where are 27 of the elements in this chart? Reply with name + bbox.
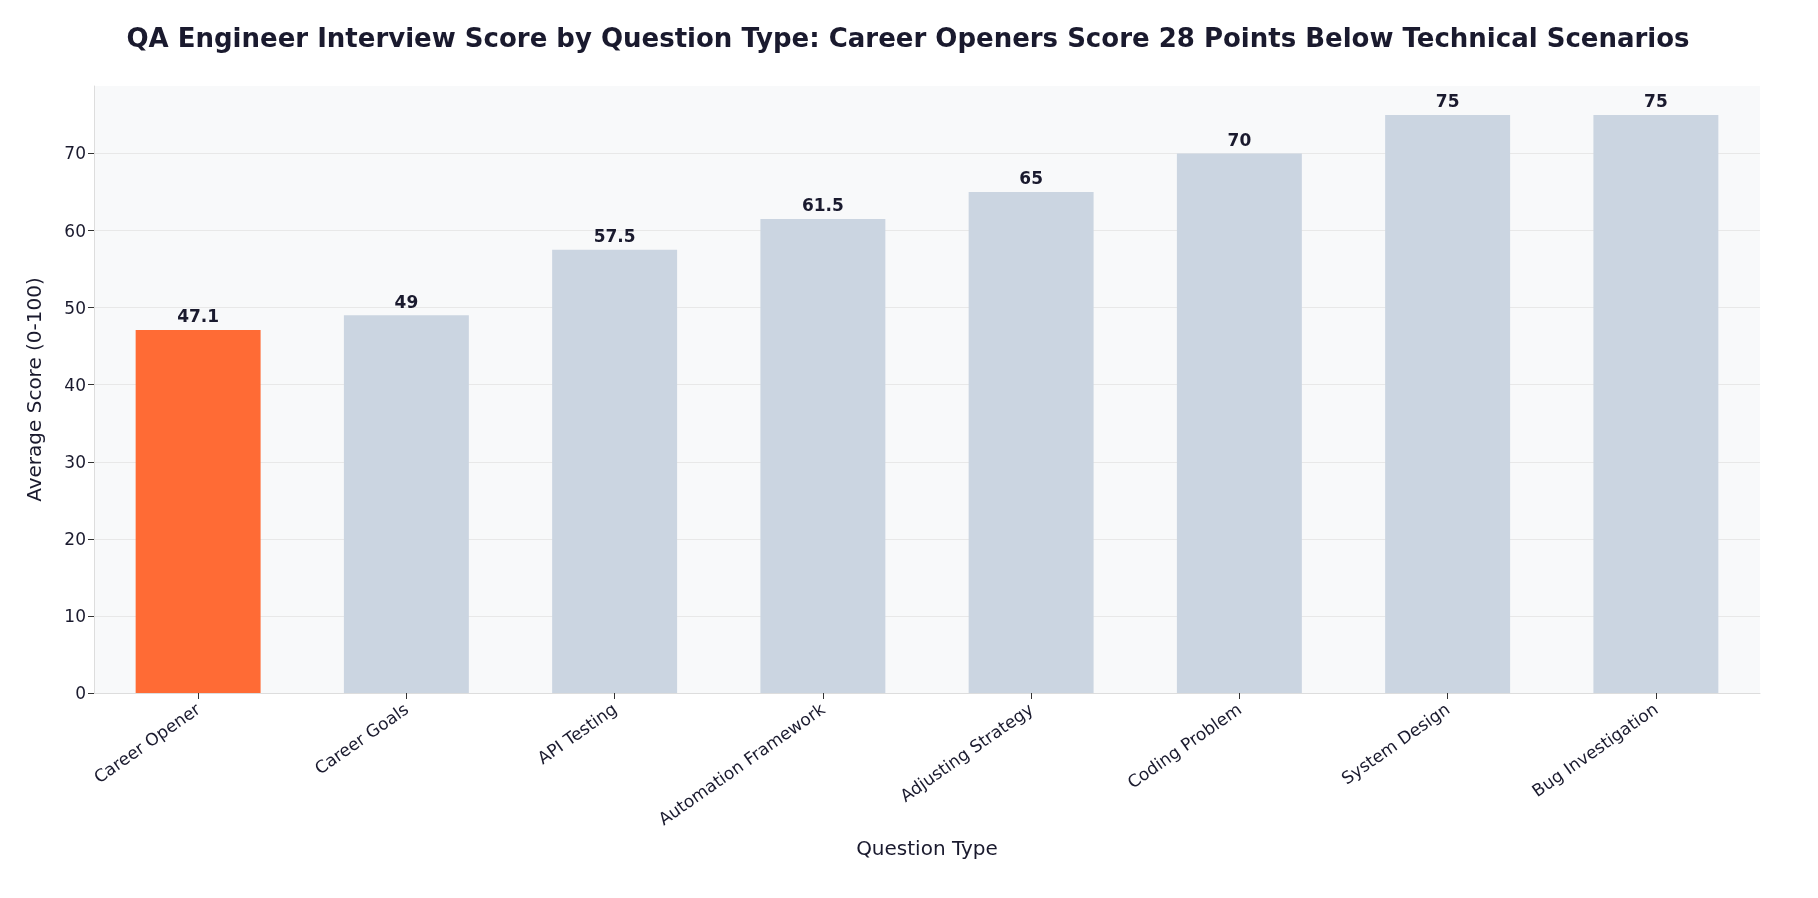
y-tick-label: 0 xyxy=(75,683,86,703)
bar xyxy=(968,191,1094,693)
bar xyxy=(1385,114,1511,693)
data-label: 47.1 xyxy=(177,306,220,327)
bar xyxy=(343,315,469,693)
chart-title: QA Engineer Interview Score by Question Type: Career Openers Score 28 Points Below Technical Scenarios xyxy=(126,23,1690,53)
x-axis-title: Question Type xyxy=(856,836,998,860)
data-label: 57.5 xyxy=(593,226,636,247)
bar xyxy=(1176,153,1302,693)
y-tick-label: 50 xyxy=(64,297,86,318)
y-tick-label: 10 xyxy=(64,605,86,626)
bar xyxy=(135,329,261,693)
y-tick-label: 20 xyxy=(64,528,86,549)
data-label: 65 xyxy=(1019,168,1043,189)
data-label: 49 xyxy=(394,291,419,312)
data-label: 61.5 xyxy=(801,195,844,216)
bar xyxy=(760,218,886,693)
y-axis-title: Average Score (0-100) xyxy=(22,277,46,502)
y-tick-label: 30 xyxy=(64,451,86,472)
y-tick-label: 40 xyxy=(64,374,86,395)
bar xyxy=(552,249,678,693)
bar xyxy=(1593,114,1719,693)
data-label: 75 xyxy=(1435,91,1460,112)
y-tick-label: 70 xyxy=(64,143,86,164)
data-label: 75 xyxy=(1644,91,1668,112)
data-label: 70 xyxy=(1227,129,1252,150)
y-tick-label: 60 xyxy=(64,220,86,241)
